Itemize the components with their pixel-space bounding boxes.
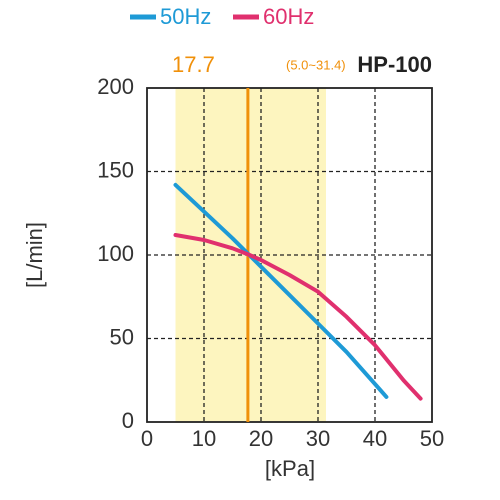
x-tick-label: 0 — [141, 426, 153, 451]
y-tick-label: 50 — [110, 324, 134, 349]
y-tick-label: 200 — [97, 74, 134, 99]
model-name: HP-100 — [357, 52, 432, 77]
x-tick-label: 40 — [363, 426, 387, 451]
x-tick-label: 10 — [192, 426, 216, 451]
x-tick-label: 20 — [249, 426, 273, 451]
series-line — [173, 182, 389, 399]
legend-label: 50Hz — [160, 4, 211, 29]
plot-frame — [146, 87, 433, 423]
x-tick-label: 30 — [306, 426, 330, 451]
y-tick-label: 150 — [97, 157, 134, 182]
y-tick-label: 100 — [97, 241, 134, 266]
range-label: (5.0~31.4) — [286, 57, 346, 72]
series-line — [173, 233, 423, 401]
y-tick-label: 0 — [122, 408, 134, 433]
legend-label: 60Hz — [263, 4, 314, 29]
x-axis-label: [kPa] — [265, 456, 315, 481]
y-axis-label: [L/min] — [22, 222, 47, 288]
x-tick-label: 50 — [420, 426, 444, 451]
marker-label: 17.7 — [172, 52, 215, 77]
